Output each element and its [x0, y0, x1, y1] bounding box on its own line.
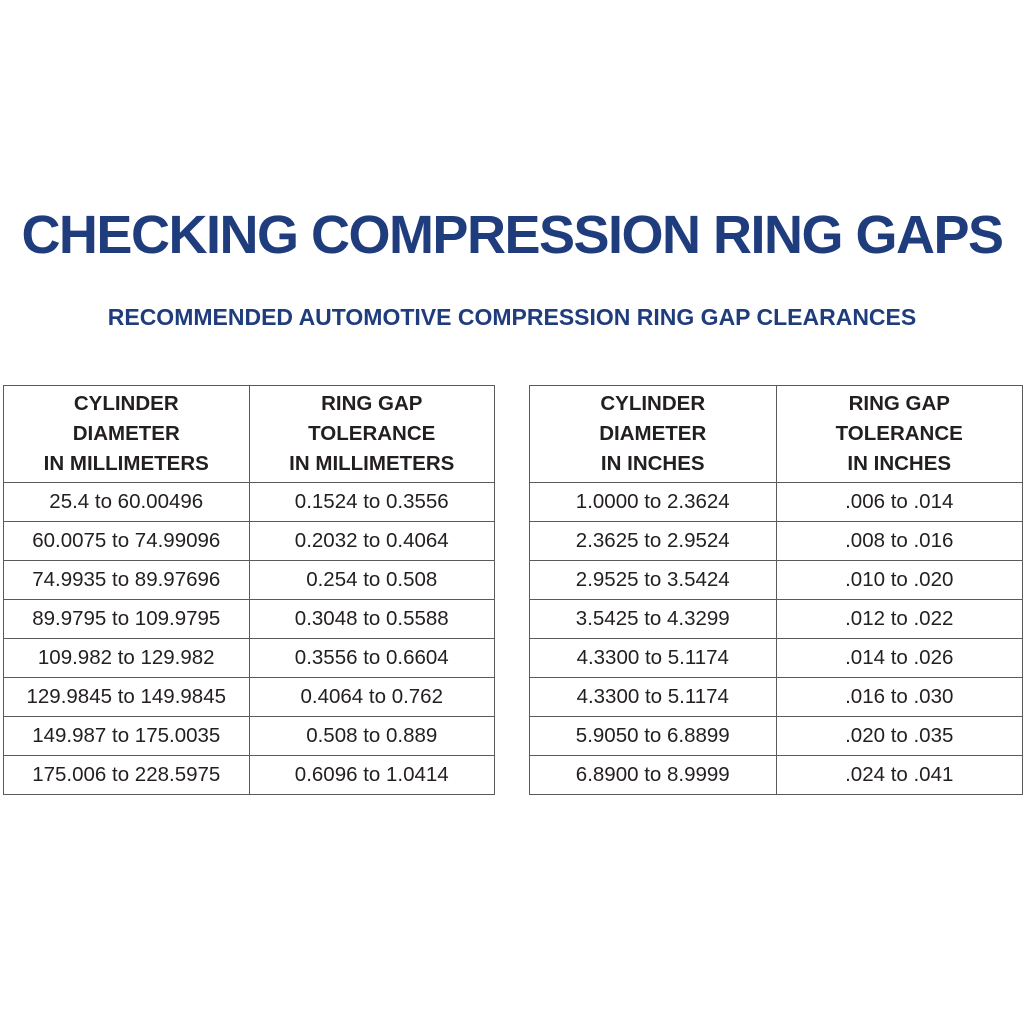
table-row: 5.9050 to 6.8899.020 to .035 [529, 716, 1023, 756]
ring-gap-cell: .016 to .030 [775, 677, 1023, 717]
inches-table: CYLINDER DIAMETER IN INCHES RING GAP TOLERAN… [529, 385, 1023, 795]
column-header: RING GAP TOLERANCE IN MILLIMETERS [248, 385, 495, 483]
table-row: 3.5425 to 4.3299.012 to .022 [529, 599, 1023, 639]
ring-gap-cell: 0.3048 to 0.5588 [248, 599, 495, 639]
ring-gap-cell: .020 to .035 [775, 716, 1023, 756]
header-row: CYLINDER DIAMETER IN MILLIMETERS RING GAP TO… [3, 385, 495, 483]
table-row: 129.9845 to 149.9845 0.4064 to 0.762 [3, 677, 495, 717]
cylinder-diameter-cell: 175.006 to 228.5975 [3, 755, 250, 795]
table-row: 175.006 to 228.5975 0.6096 to 1.0414 [3, 755, 495, 795]
table-row: 2.3625 to 2.9524.008 to .016 [529, 521, 1023, 561]
table-row: 4.3300 to 5.1174.016 to .030 [529, 677, 1023, 717]
cylinder-diameter-cell: 2.9525 to 3.5424 [529, 560, 777, 600]
column-header-line: DIAMETER [599, 422, 707, 445]
ring-gap-cell: 0.254 to 0.508 [248, 560, 495, 600]
column-header-line: RING GAP [848, 392, 950, 415]
cylinder-diameter-cell: 74.9935 to 89.97696 [3, 560, 250, 600]
cylinder-diameter-cell: 5.9050 to 6.8899 [529, 716, 777, 756]
column-header-line: CYLINDER [73, 392, 179, 415]
column-header-line: IN MILLIMETERS [289, 452, 455, 475]
column-header-line: IN INCHES [600, 452, 705, 475]
ring-gap-cell: 0.6096 to 1.0414 [248, 755, 495, 795]
cylinder-diameter-cell: 6.8900 to 8.9999 [529, 755, 777, 795]
table-row: 149.987 to 175.0035 0.508 to 0.889 [3, 716, 495, 756]
cylinder-diameter-cell: 109.982 to 129.982 [3, 638, 250, 678]
table-row: 6.8900 to 8.9999.024 to .041 [529, 755, 1023, 795]
ring-gap-cell: .012 to .022 [775, 599, 1023, 639]
cylinder-diameter-cell: 4.3300 to 5.1174 [529, 677, 777, 717]
cylinder-diameter-cell: 60.0075 to 74.99096 [3, 521, 250, 561]
ring-gap-cell: .008 to .016 [775, 521, 1023, 561]
column-header-line: CYLINDER [600, 392, 706, 415]
ring-gap-cell: 0.508 to 0.889 [248, 716, 495, 756]
column-header: RING GAP TOLERANCE IN INCHES [775, 385, 1023, 483]
ring-gap-cell: 0.1524 to 0.3556 [248, 482, 495, 522]
millimeters-table: CYLINDER DIAMETER IN MILLIMETERS RING GAP TO… [3, 385, 495, 795]
cylinder-diameter-cell: 89.9795 to 109.9795 [3, 599, 250, 639]
ring-gap-cell: .014 to .026 [775, 638, 1023, 678]
column-header-line: RING GAP [321, 392, 423, 415]
column-header: CYLINDER DIAMETER IN MILLIMETERS [3, 385, 250, 483]
ring-gap-cell: .006 to .014 [775, 482, 1023, 522]
table-row: 1.0000 to 2.3624.006 to .014 [529, 482, 1023, 522]
table-row: 74.9935 to 89.97696 0.254 to 0.508 [3, 560, 495, 600]
column-header-line: TOLERANCE [308, 422, 436, 445]
cylinder-diameter-cell: 25.4 to 60.00496 [3, 482, 250, 522]
cylinder-diameter-cell: 149.987 to 175.0035 [3, 716, 250, 756]
page-title: CHECKING COMPRESSION RING GAPS [21, 205, 1004, 265]
column-header-line: TOLERANCE [835, 422, 963, 445]
ring-gap-cell: 0.3556 to 0.6604 [248, 638, 495, 678]
column-header-line: IN MILLIMETERS [43, 452, 209, 475]
table-row: 25.4 to 60.00496 0.1524 to 0.3556 [3, 482, 495, 522]
ring-gap-cell: .010 to .020 [775, 560, 1023, 600]
page-subtitle: RECOMMENDED AUTOMOTIVE COMPRESSION RING … [107, 304, 917, 330]
ring-gap-cell: 0.2032 to 0.4064 [248, 521, 495, 561]
cylinder-diameter-cell: 4.3300 to 5.1174 [529, 638, 777, 678]
ring-gap-cell: .024 to .041 [775, 755, 1023, 795]
column-header: CYLINDER DIAMETER IN INCHES [529, 385, 777, 483]
table-row: 60.0075 to 74.99096 0.2032 to 0.4064 [3, 521, 495, 561]
column-header-line: DIAMETER [72, 422, 180, 445]
column-header-line: IN INCHES [847, 452, 952, 475]
table-row: 2.9525 to 3.5424.010 to .020 [529, 560, 1023, 600]
cylinder-diameter-cell: 129.9845 to 149.9845 [3, 677, 250, 717]
header-row: CYLINDER DIAMETER IN INCHES RING GAP TOLERAN… [529, 385, 1023, 483]
cylinder-diameter-cell: 2.3625 to 2.9524 [529, 521, 777, 561]
ring-gap-cell: 0.4064 to 0.762 [248, 677, 495, 717]
cylinder-diameter-cell: 3.5425 to 4.3299 [529, 599, 777, 639]
table-row: 4.3300 to 5.1174.014 to .026 [529, 638, 1023, 678]
table-row: 89.9795 to 109.9795 0.3048 to 0.5588 [3, 599, 495, 639]
cylinder-diameter-cell: 1.0000 to 2.3624 [529, 482, 777, 522]
table-row: 109.982 to 129.982 0.3556 to 0.6604 [3, 638, 495, 678]
